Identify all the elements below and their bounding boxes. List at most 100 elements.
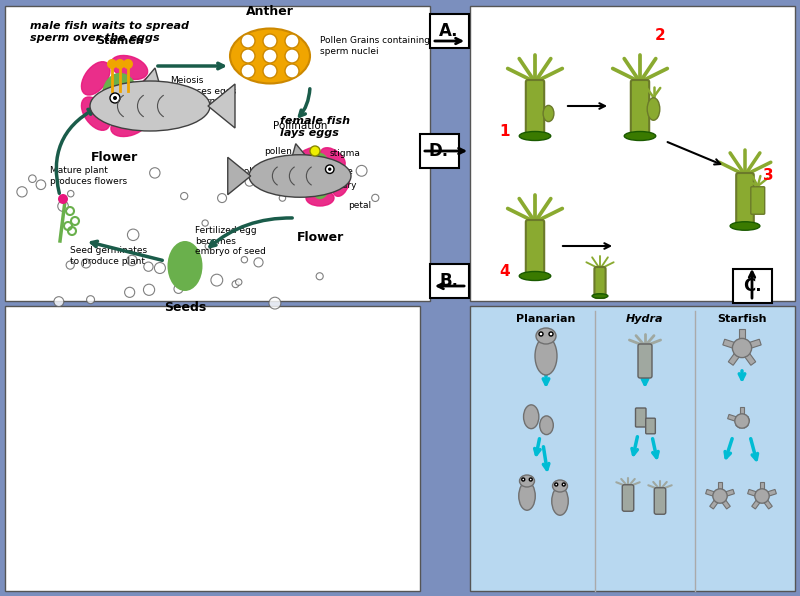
Ellipse shape bbox=[230, 29, 310, 83]
Text: pollen: pollen bbox=[264, 147, 292, 156]
Circle shape bbox=[202, 220, 208, 226]
FancyArrow shape bbox=[760, 495, 772, 509]
Text: Pollination: Pollination bbox=[273, 121, 327, 131]
Circle shape bbox=[294, 169, 305, 180]
FancyArrow shape bbox=[762, 489, 776, 498]
Circle shape bbox=[123, 59, 133, 69]
FancyBboxPatch shape bbox=[5, 306, 420, 591]
Text: petal: petal bbox=[348, 201, 371, 210]
Ellipse shape bbox=[552, 487, 568, 516]
Circle shape bbox=[154, 262, 166, 274]
Circle shape bbox=[241, 49, 255, 63]
Circle shape bbox=[356, 165, 367, 176]
Circle shape bbox=[263, 64, 277, 78]
Circle shape bbox=[522, 478, 525, 481]
Circle shape bbox=[232, 173, 238, 180]
Circle shape bbox=[734, 414, 750, 428]
FancyArrow shape bbox=[710, 495, 722, 509]
FancyBboxPatch shape bbox=[733, 269, 772, 303]
Ellipse shape bbox=[90, 81, 210, 131]
Text: Mature plant
produces flowers: Mature plant produces flowers bbox=[50, 166, 127, 186]
Ellipse shape bbox=[111, 55, 148, 79]
FancyArrow shape bbox=[741, 339, 761, 351]
FancyBboxPatch shape bbox=[646, 418, 655, 434]
Circle shape bbox=[285, 34, 299, 48]
Circle shape bbox=[181, 193, 188, 200]
FancyBboxPatch shape bbox=[638, 344, 652, 378]
Text: 1: 1 bbox=[500, 123, 510, 138]
Circle shape bbox=[241, 64, 255, 78]
Circle shape bbox=[150, 167, 160, 178]
FancyArrow shape bbox=[748, 489, 762, 498]
Ellipse shape bbox=[553, 480, 567, 492]
Text: egg: egg bbox=[283, 184, 300, 193]
Ellipse shape bbox=[309, 154, 331, 198]
Ellipse shape bbox=[624, 132, 656, 141]
FancyArrow shape bbox=[706, 489, 721, 498]
Circle shape bbox=[733, 339, 752, 358]
FancyBboxPatch shape bbox=[635, 408, 646, 427]
Text: 4: 4 bbox=[500, 263, 510, 278]
FancyArrow shape bbox=[736, 420, 744, 428]
Circle shape bbox=[110, 93, 120, 103]
Circle shape bbox=[372, 194, 379, 201]
Circle shape bbox=[54, 297, 64, 306]
Circle shape bbox=[310, 146, 320, 156]
Circle shape bbox=[713, 489, 727, 503]
Text: 2: 2 bbox=[654, 29, 666, 44]
Text: A.: A. bbox=[439, 22, 458, 40]
Ellipse shape bbox=[592, 294, 608, 298]
Text: Anther: Anther bbox=[246, 5, 294, 18]
FancyBboxPatch shape bbox=[526, 80, 544, 138]
Ellipse shape bbox=[535, 337, 557, 375]
FancyArrow shape bbox=[760, 482, 764, 496]
FancyBboxPatch shape bbox=[594, 267, 606, 298]
Circle shape bbox=[279, 195, 286, 201]
FancyBboxPatch shape bbox=[526, 220, 544, 278]
FancyArrow shape bbox=[718, 495, 730, 509]
Ellipse shape bbox=[543, 105, 554, 122]
Circle shape bbox=[241, 256, 247, 263]
Polygon shape bbox=[208, 84, 235, 128]
Circle shape bbox=[86, 296, 94, 303]
Text: C.: C. bbox=[742, 277, 762, 295]
Text: Pollen Grains containing
sperm nuclei: Pollen Grains containing sperm nuclei bbox=[320, 36, 430, 55]
Circle shape bbox=[174, 284, 183, 293]
Circle shape bbox=[144, 262, 153, 271]
Circle shape bbox=[269, 297, 281, 309]
Ellipse shape bbox=[730, 222, 760, 230]
Text: Stamen: Stamen bbox=[96, 36, 144, 46]
Circle shape bbox=[29, 175, 36, 182]
Circle shape bbox=[115, 59, 125, 69]
FancyArrow shape bbox=[740, 420, 748, 428]
Circle shape bbox=[58, 194, 68, 204]
Circle shape bbox=[36, 180, 46, 190]
Circle shape bbox=[328, 167, 331, 171]
Polygon shape bbox=[228, 157, 250, 195]
FancyBboxPatch shape bbox=[630, 80, 649, 138]
Circle shape bbox=[326, 165, 334, 173]
FancyArrow shape bbox=[740, 406, 744, 421]
FancyArrow shape bbox=[723, 339, 743, 351]
Ellipse shape bbox=[139, 77, 161, 115]
Ellipse shape bbox=[167, 241, 202, 291]
Ellipse shape bbox=[332, 169, 350, 196]
Circle shape bbox=[254, 258, 263, 267]
Text: B.: B. bbox=[439, 272, 458, 290]
Circle shape bbox=[263, 34, 277, 48]
Circle shape bbox=[530, 478, 532, 481]
FancyBboxPatch shape bbox=[470, 306, 795, 591]
Text: Fertilized egg
becomes
embryo of seed: Fertilized egg becomes embryo of seed bbox=[195, 226, 266, 256]
Circle shape bbox=[170, 260, 180, 270]
Ellipse shape bbox=[82, 97, 110, 131]
Ellipse shape bbox=[321, 148, 345, 169]
Text: stigma: stigma bbox=[330, 150, 361, 159]
Circle shape bbox=[245, 178, 254, 186]
Text: Meiosis
produces eggs
and sperm: Meiosis produces eggs and sperm bbox=[170, 76, 236, 106]
Text: Starfish: Starfish bbox=[718, 314, 766, 324]
FancyBboxPatch shape bbox=[430, 264, 469, 298]
FancyArrow shape bbox=[739, 329, 745, 348]
Ellipse shape bbox=[111, 113, 148, 136]
Ellipse shape bbox=[518, 482, 535, 510]
Text: Hydra: Hydra bbox=[626, 314, 664, 324]
